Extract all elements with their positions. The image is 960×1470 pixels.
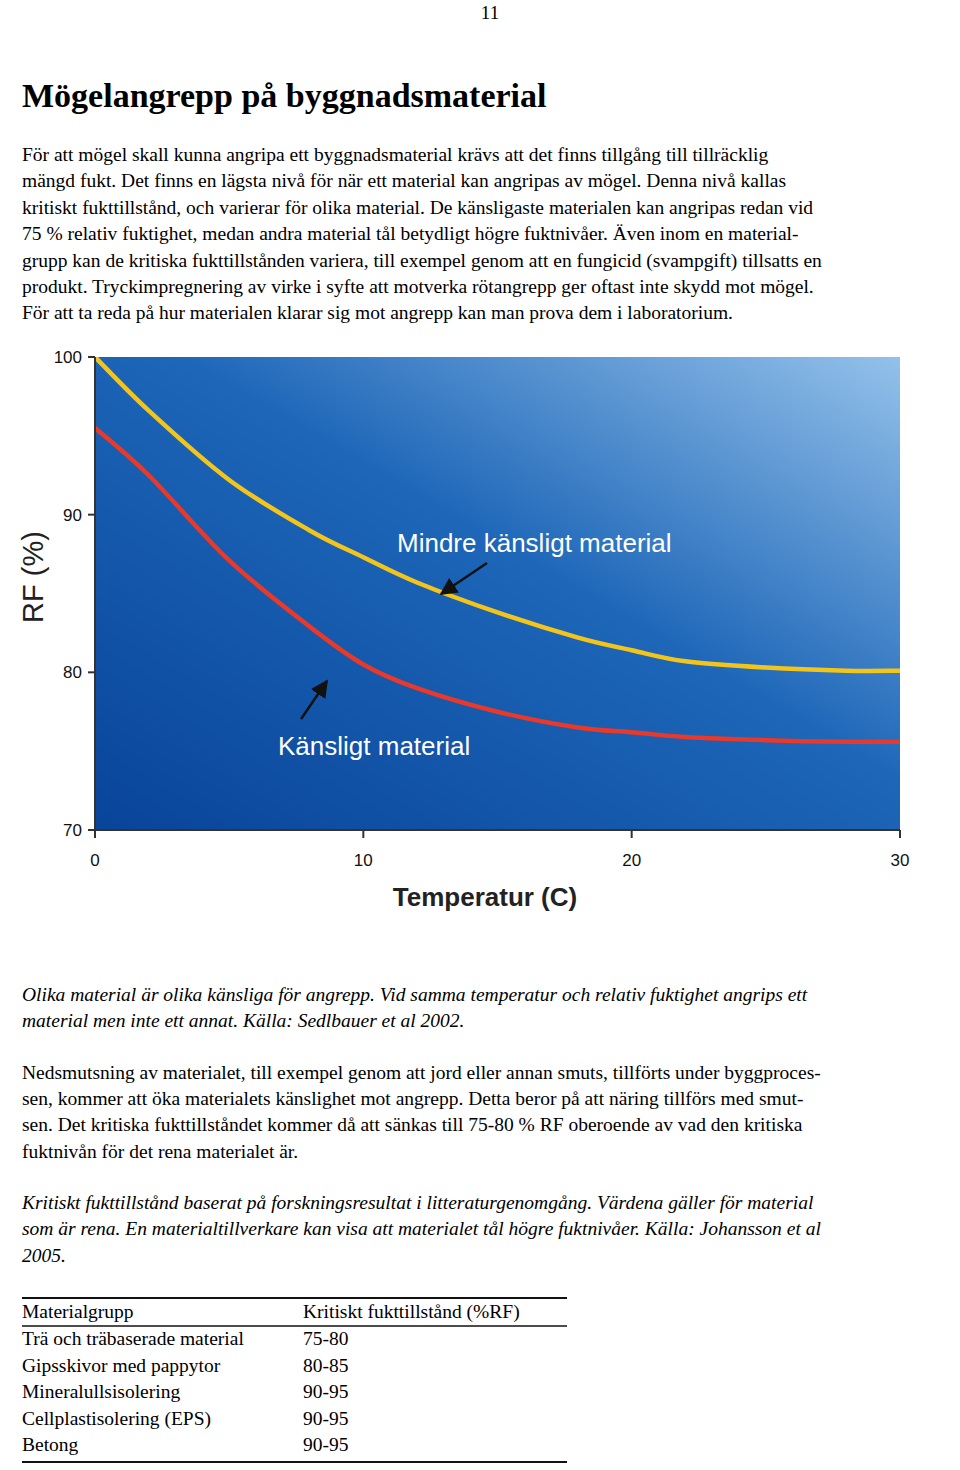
curve	[95, 357, 900, 671]
curves	[95, 357, 900, 742]
x-tick-label: 20	[622, 851, 641, 870]
paragraph-line: fuktnivån för det rena materialet är.	[22, 1141, 298, 1162]
y-tick	[88, 356, 95, 358]
x-tick	[631, 830, 633, 838]
y-tick-label: 90	[63, 506, 82, 525]
plot-background	[95, 357, 900, 830]
paragraph-line: För att mögel skall kunna angripa ett by…	[22, 144, 768, 165]
table-cell: 90-95	[303, 1408, 349, 1429]
paragraph-line: produkt. Tryckimpregnering av virke i sy…	[22, 276, 814, 297]
paragraph-line: 75 % relativ fuktighet, medan andra mate…	[22, 223, 799, 244]
y-tick-label: 70	[63, 821, 82, 840]
x-axis-title: Temperatur (C)	[393, 882, 577, 912]
table-cell: 80-85	[303, 1355, 349, 1376]
y-axis-title: RF (%)	[17, 531, 49, 623]
annotation: Mindre känsligt material	[397, 528, 672, 558]
table-cell: 90-95	[303, 1434, 349, 1455]
page-number: 11	[481, 2, 499, 23]
paragraph-line: sen, kommer att öka materialets känsligh…	[22, 1088, 803, 1109]
table-header: Kritiskt fukttillstånd (%RF)	[303, 1301, 520, 1323]
paragraph-line: mängd fukt. Det finns en lägsta nivå för…	[22, 170, 786, 191]
table-cell: Mineralullsisolering	[22, 1381, 180, 1402]
table-header: Materialgrupp	[22, 1301, 134, 1322]
y-tick	[88, 829, 95, 831]
table-note-line: 2005.	[22, 1245, 66, 1266]
annotation: Känsligt material	[278, 731, 470, 761]
table-note-line: som är rena. En materialtillverkare kan …	[22, 1218, 821, 1239]
caption-line: Olika material är olika känsliga för ang…	[22, 984, 808, 1005]
table-cell: 75-80	[303, 1328, 349, 1349]
y-tick	[88, 514, 95, 516]
paragraph-line: kritiskt fukttillstånd, och varierar för…	[22, 197, 813, 218]
table-cell: Trä och träbaserade material	[22, 1328, 244, 1349]
x-tick-label: 0	[90, 851, 99, 870]
caption-line: material men inte ett annat. Källa: Sedl…	[22, 1010, 464, 1031]
x-tick	[362, 830, 364, 838]
x-tick-label: 30	[891, 851, 910, 870]
x-axis	[95, 829, 900, 831]
table-cell: 90-95	[303, 1381, 349, 1402]
table-cell: Cellplastisolering (EPS)	[22, 1408, 211, 1430]
y-tick	[88, 671, 95, 673]
y-axis	[94, 357, 96, 830]
x-tick	[899, 830, 901, 838]
paragraph-line: sen. Det kritiska fukttillståndet kommer…	[22, 1114, 803, 1135]
y-tick-label: 80	[63, 663, 82, 682]
y-tick-label: 100	[54, 348, 82, 367]
x-tick	[94, 830, 96, 838]
annotation-arrow	[441, 563, 487, 594]
heading: Mögelangrepp på byggnadsmaterial	[22, 77, 547, 114]
table-note-line: Kritiskt fukttillstånd baserat på forskn…	[21, 1192, 813, 1213]
table-rule	[22, 1325, 567, 1327]
paragraph-line: För att ta reda på hur materialen klarar…	[22, 302, 733, 323]
table-cell: Gipsskivor med pappytor	[22, 1355, 221, 1376]
curve	[95, 428, 900, 742]
paragraph-line: grupp kan de kritiska fukttillstånden va…	[22, 250, 822, 272]
x-tick-label: 10	[354, 851, 373, 870]
table-cell: Betong	[22, 1434, 79, 1455]
paragraph-line: Nedsmutsning av materialet, till exempel…	[22, 1062, 821, 1083]
table-rule	[22, 1297, 567, 1299]
page: 11 Mögelangrepp på byggnadsmaterial För at…	[0, 0, 960, 1470]
annotation-arrow	[301, 681, 327, 719]
table-rule	[22, 1461, 567, 1463]
